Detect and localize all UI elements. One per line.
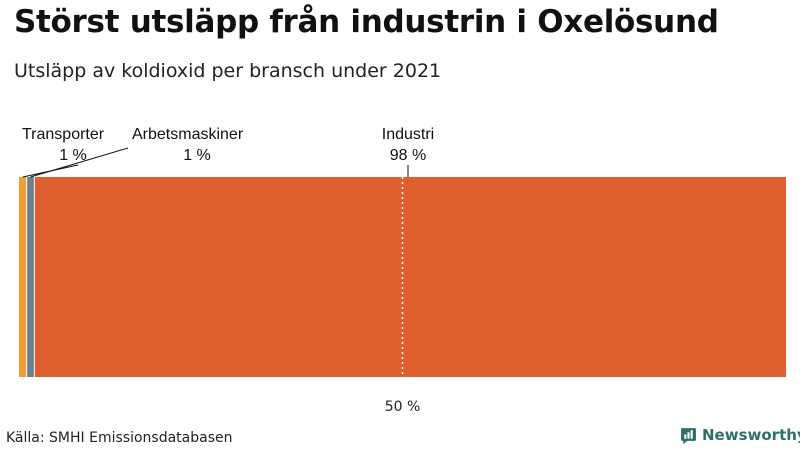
label-transporter-value: 1 % [59, 147, 87, 164]
chart-subtitle: Utsläpp av koldioxid per bransch under 2… [14, 60, 442, 82]
bar-segments [19, 177, 786, 377]
label-transporter-name: Transporter [22, 126, 105, 143]
bar-segment-industri [34, 177, 786, 377]
newsworthy-brand[interactable]: Newsworthy [680, 426, 800, 444]
label-arbetsmaskiner-name: Arbetsmaskiner [132, 126, 244, 143]
newsworthy-logo-icon [681, 427, 696, 444]
label-leader-lines [22, 147, 409, 178]
bar-segment-arbetsmaskiner [26, 177, 35, 377]
brand-name: Newsworthy [702, 426, 800, 444]
source-note: Källa: SMHI Emissionsdatabasen [6, 430, 233, 446]
leader-arbetsmaskiner [30, 147, 129, 178]
label-industri-name: Industri [382, 126, 434, 143]
label-arbetsmaskiner-value: 1 % [183, 147, 211, 164]
chart-title: Störst utsläpp från industrin i Oxelösun… [14, 4, 719, 40]
label-industri-value: 98 % [390, 147, 426, 164]
reference-line-label: 50 % [385, 399, 421, 415]
bar-segment-transporter [19, 177, 27, 377]
